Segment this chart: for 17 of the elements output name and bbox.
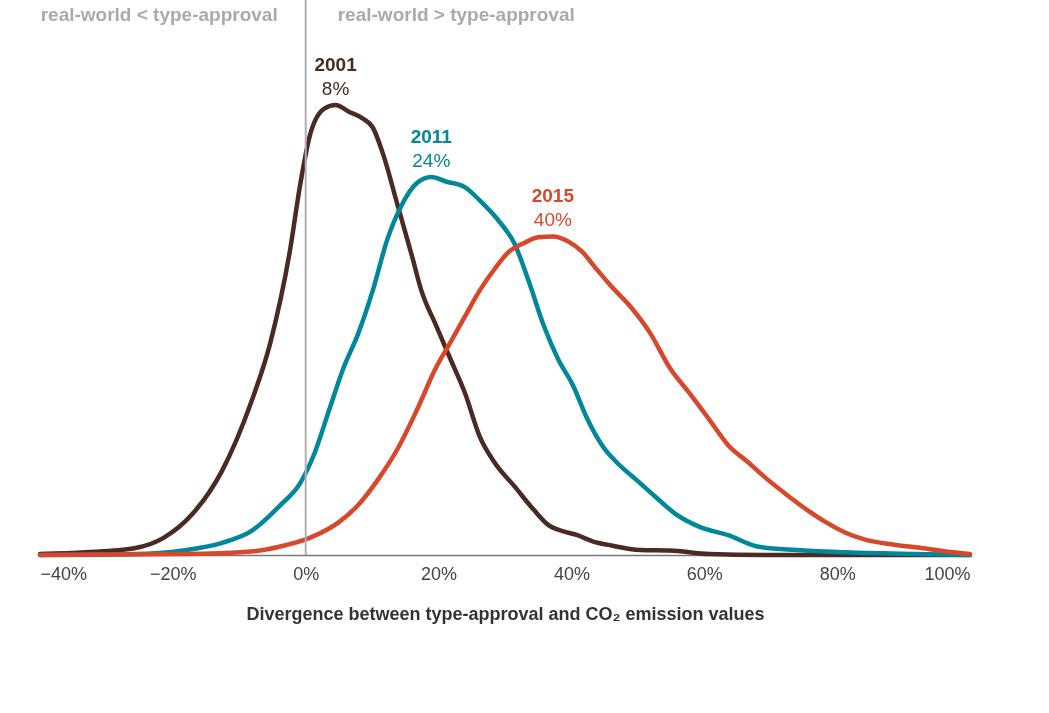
- x-tick-label: 40%: [553, 563, 590, 584]
- series-label: 2001: [314, 54, 358, 75]
- series-label: 2015: [531, 185, 575, 207]
- x-tick-label: 0%: [293, 563, 320, 584]
- x-axis-title: Divergence between type-approval and CO₂ emission values: [246, 603, 765, 624]
- series-label: 2011: [410, 126, 453, 147]
- x-tick-label: 60%: [686, 563, 723, 584]
- x-tick-label: 100%: [924, 563, 971, 584]
- text: real-world < type-approval: [40, 4, 278, 25]
- annotation: 40%: [533, 209, 572, 231]
- annotation: 8%: [321, 78, 350, 99]
- x-tick-label: 20%: [421, 563, 458, 584]
- annotation: 24%: [412, 150, 451, 171]
- x-tick-label: −20%: [150, 563, 197, 584]
- x-tick-label: 80%: [819, 563, 856, 584]
- x-tick-label: −40%: [40, 563, 88, 584]
- text: real-world > type-approval: [337, 4, 575, 25]
